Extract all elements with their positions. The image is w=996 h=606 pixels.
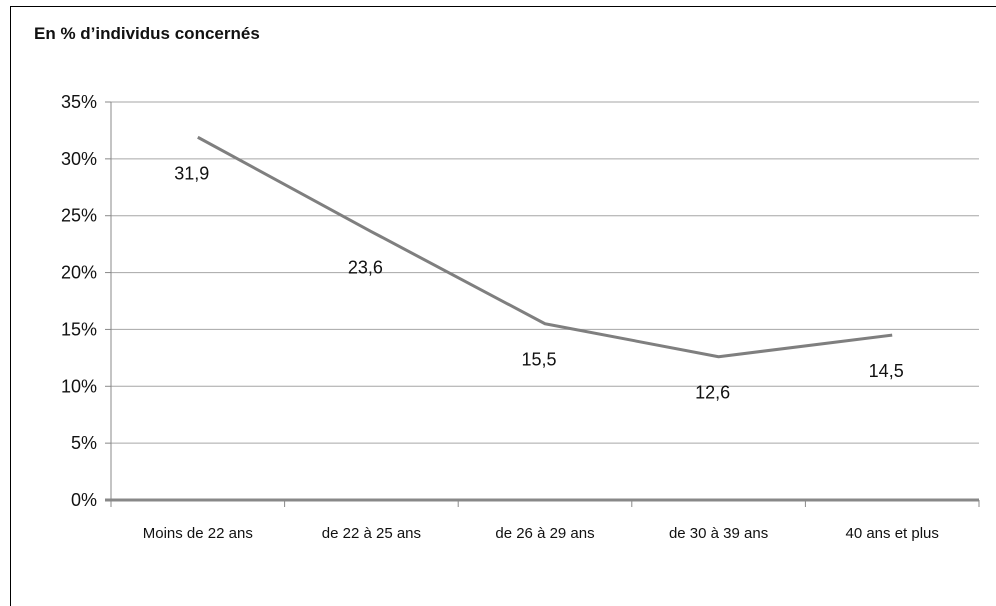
x-tick-label: de 26 à 29 ans	[495, 525, 594, 542]
y-tick-label: 30%	[61, 149, 97, 169]
y-tick-label: 0%	[71, 490, 97, 510]
y-tick-label: 10%	[61, 376, 97, 396]
data-label: 12,6	[695, 383, 730, 403]
y-tick-label: 15%	[61, 319, 97, 339]
data-label: 14,5	[869, 361, 904, 381]
data-label: 31,9	[174, 163, 209, 183]
series-line	[197, 135, 893, 359]
y-axis-tick-labels: 0% 5% 10% 15% 20% 25% 30% 35%	[61, 92, 97, 510]
data-label: 15,5	[521, 350, 556, 370]
x-tick-label: Moins de 22 ans	[143, 525, 253, 542]
y-tick-label: 20%	[61, 263, 97, 283]
x-axis-tick-labels: Moins de 22 ans de 22 à 25 ans de 26 à 29 …	[143, 525, 939, 542]
y-tick-label: 35%	[61, 92, 97, 112]
chart-frame	[10, 6, 996, 606]
data-labels: 31,9 23,6 15,5 12,6 14,5	[174, 163, 903, 402]
x-tick-label: de 22 à 25 ans	[322, 525, 421, 542]
chart-title: En % d’individus concernés	[34, 24, 260, 43]
series-line-group	[197, 135, 893, 359]
axes	[105, 102, 980, 507]
y-tick-label: 25%	[61, 206, 97, 226]
x-tick-label: de 30 à 39 ans	[669, 525, 768, 542]
x-tick-label: 40 ans et plus	[845, 525, 938, 542]
line-chart: 0% 5% 10% 15% 20% 25% 30% 35% Moins de 22 ans de…	[61, 92, 980, 542]
gridlines	[105, 101, 979, 501]
y-tick-label: 5%	[71, 433, 97, 453]
data-label: 23,6	[348, 258, 383, 278]
